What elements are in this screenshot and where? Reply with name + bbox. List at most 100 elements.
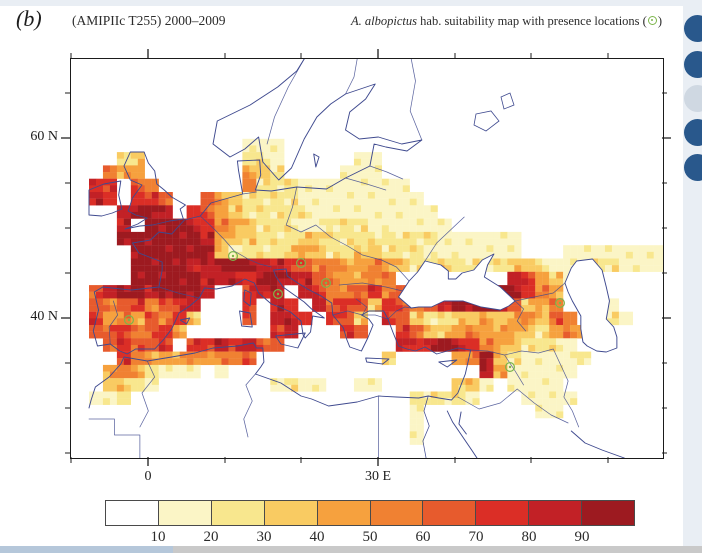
suitability-cell [102, 344, 111, 352]
suitability-cell [340, 305, 348, 312]
suitability-cell [514, 331, 522, 339]
suitability-cell [291, 231, 299, 239]
share-button-1[interactable] [684, 15, 702, 42]
suitability-cell [291, 325, 299, 332]
suitability-cell [172, 331, 180, 339]
share-button-4[interactable] [684, 119, 702, 146]
suitability-cell [528, 371, 536, 379]
suitability-cell [528, 344, 536, 352]
suitability-cell [305, 231, 313, 239]
suitability-cell [507, 318, 515, 326]
suitability-cell [570, 364, 578, 372]
suitability-cell [326, 265, 334, 272]
suitability-cell [353, 384, 362, 392]
suitability-cell [374, 205, 383, 213]
suitability-cell [333, 291, 341, 299]
suitability-cell [214, 271, 222, 279]
suitability-cell [374, 231, 383, 239]
suitability-cell [514, 278, 522, 286]
suitability-cell [95, 305, 104, 312]
suitability-cell [137, 344, 145, 352]
suitability-cell [556, 285, 564, 292]
suitability-cell [346, 225, 355, 233]
suitability-cell [179, 298, 187, 306]
suitability-cell [611, 305, 620, 312]
suitability-cell [165, 258, 173, 266]
suitability-cell [423, 331, 431, 339]
suitability-cell [360, 205, 369, 213]
suitability-cell [326, 192, 334, 199]
suitability-cell [388, 271, 396, 279]
suitability-cell [430, 311, 438, 319]
suitability-cell [416, 431, 424, 439]
suitability-cell [102, 285, 111, 292]
suitability-cell [144, 178, 152, 186]
suitability-cell [102, 192, 111, 199]
suitability-cell [632, 251, 640, 259]
share-button-2[interactable] [684, 51, 702, 78]
suitability-cell [165, 198, 173, 206]
suitability-cell [319, 258, 327, 266]
suitability-cell [542, 285, 550, 292]
suitability-cell [549, 378, 557, 385]
suitability-cell [563, 258, 571, 266]
suitability-cell [109, 378, 118, 385]
suitability-cell [270, 158, 278, 166]
suitability-cell [263, 152, 271, 159]
suitability-cell [353, 318, 362, 326]
suitability-cell [381, 245, 389, 252]
suitability-cell [486, 331, 494, 339]
suitability-cell [611, 258, 620, 266]
suitability-cell [416, 404, 424, 412]
suitability-cell [102, 311, 111, 319]
suitability-cell [570, 398, 578, 405]
suitability-cell [604, 258, 613, 266]
suitability-cell [312, 298, 320, 306]
x-axis-tick-label: 30 E [364, 469, 392, 484]
scrollbar-thumb[interactable] [0, 546, 173, 553]
suitability-cell [381, 265, 389, 272]
suitability-cell [409, 192, 417, 199]
suitability-cell [528, 305, 536, 312]
suitability-cell [221, 258, 229, 266]
suitability-cell [256, 205, 264, 213]
suitability-cell [395, 178, 403, 186]
suitability-cell [144, 318, 152, 326]
suitability-cell [493, 238, 501, 246]
suitability-cell [632, 258, 640, 266]
colorbar-cell [423, 501, 477, 525]
share-button-5[interactable] [684, 154, 702, 181]
suitability-cell [263, 192, 271, 199]
suitability-cell [305, 178, 313, 186]
share-button-3[interactable] [684, 85, 702, 112]
suitability-cell [528, 325, 536, 332]
suitability-cell [291, 318, 299, 326]
suitability-cell [130, 384, 138, 392]
suitability-cell [284, 378, 292, 385]
suitability-cell [298, 251, 306, 259]
suitability-cell [528, 285, 536, 292]
suitability-cell [360, 278, 369, 286]
suitability-cell [395, 225, 403, 233]
suitability-cell [653, 265, 661, 272]
suitability-cell [346, 205, 355, 213]
suitability-cell [360, 378, 369, 385]
suitability-cell [346, 185, 355, 193]
suitability-cell [319, 305, 327, 312]
suitability-cell [263, 172, 271, 179]
suitability-cell [381, 351, 389, 359]
suitability-cell [298, 205, 306, 213]
presence-location-dot [558, 301, 562, 305]
suitability-cell [507, 344, 515, 352]
colorbar-value-label: 40 [309, 529, 325, 545]
suitability-cell [479, 351, 487, 359]
suitability-cell [423, 325, 431, 332]
suitability-cell [137, 318, 145, 326]
suitability-cell [249, 231, 257, 239]
suitability-cell [256, 238, 264, 246]
suitability-cell [228, 218, 236, 226]
suitability-cell [193, 278, 201, 286]
suitability-cell [172, 351, 180, 359]
suitability-cell [381, 231, 389, 239]
horizontal-scrollbar[interactable] [0, 546, 702, 553]
